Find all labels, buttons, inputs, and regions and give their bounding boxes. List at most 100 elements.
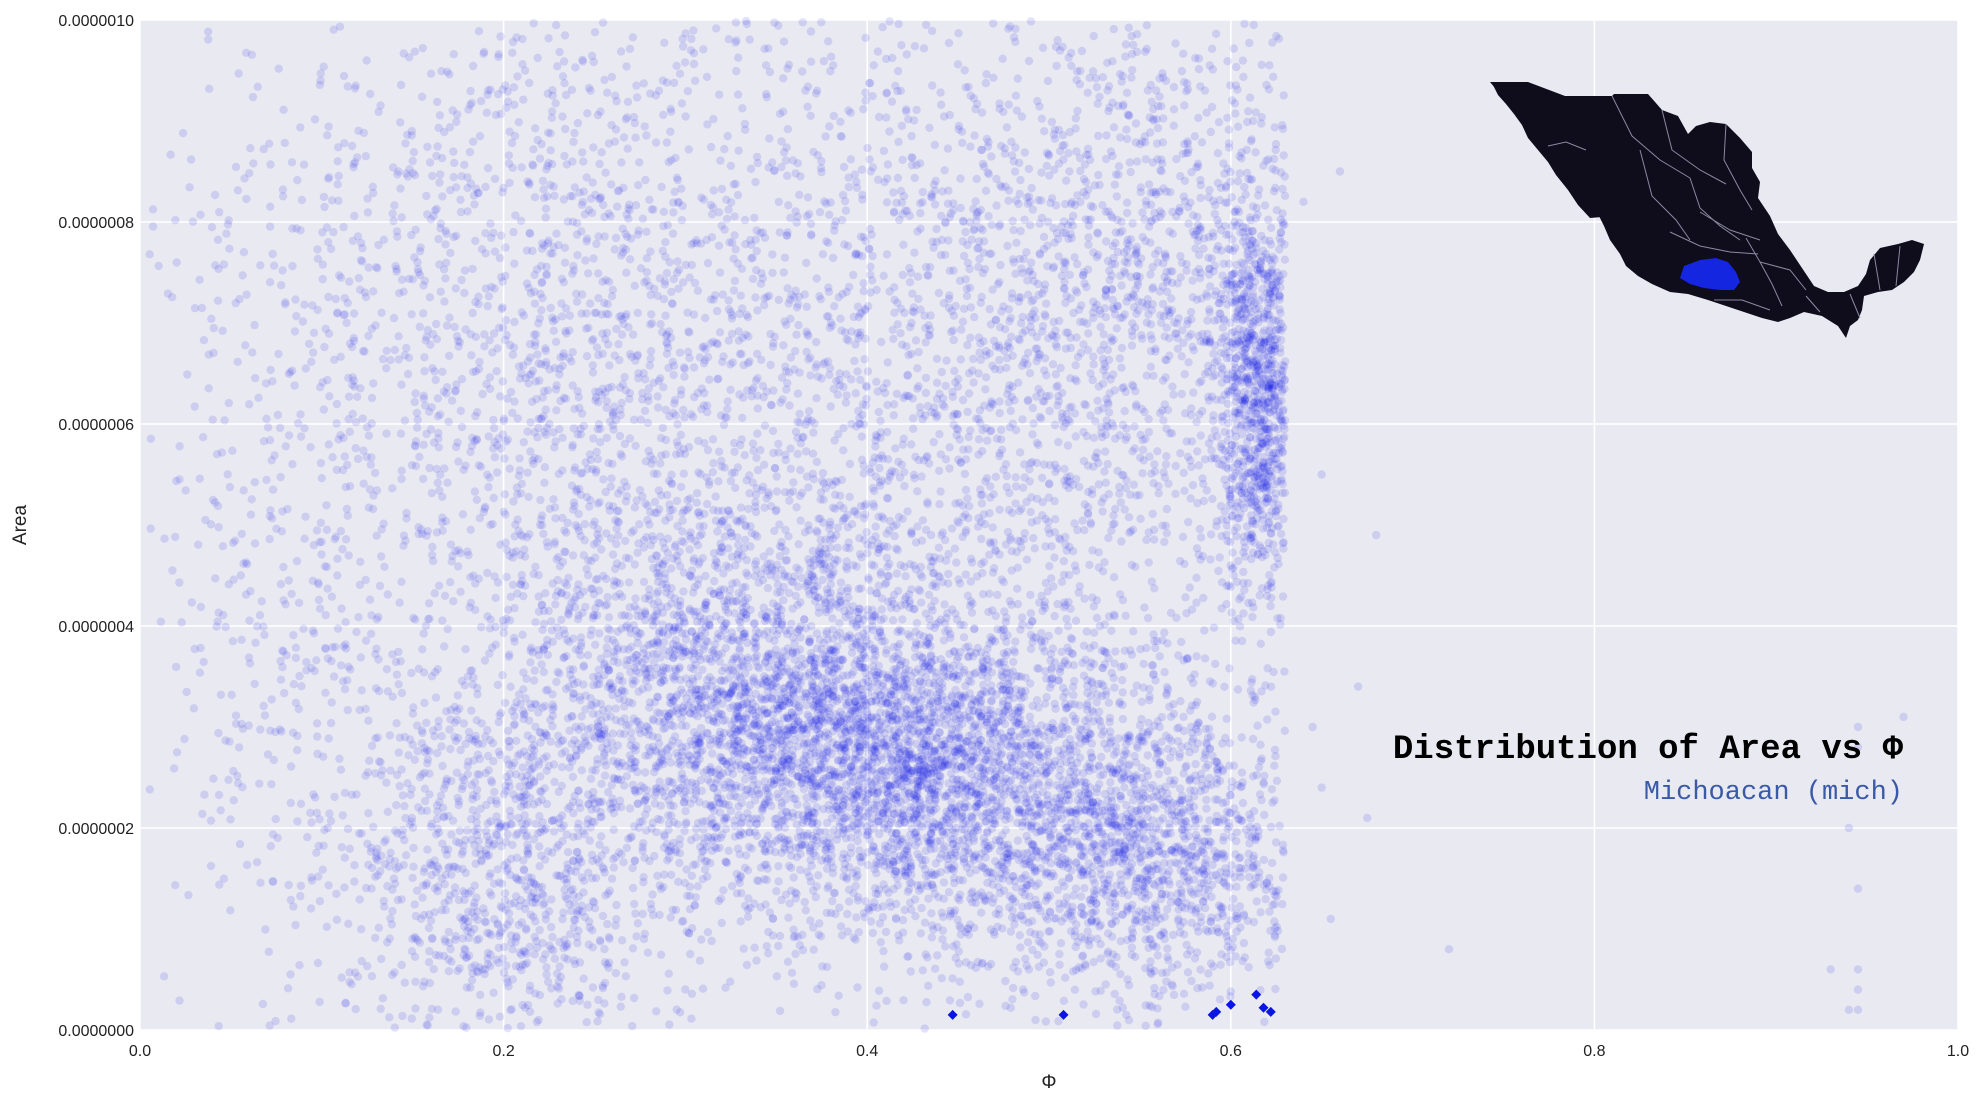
scatter-point bbox=[806, 916, 815, 925]
scatter-point bbox=[822, 748, 832, 757]
scatter-point bbox=[740, 775, 750, 784]
scatter-point bbox=[780, 787, 789, 796]
scatter-point bbox=[894, 728, 903, 737]
scatter-point bbox=[891, 780, 900, 789]
scatter-point bbox=[1028, 784, 1038, 793]
scatter-point bbox=[916, 743, 925, 752]
scatter-point bbox=[891, 774, 900, 783]
scatter-point bbox=[981, 809, 990, 819]
scatter-point bbox=[994, 910, 1004, 919]
scatter-point bbox=[1137, 697, 1147, 706]
scatter-point bbox=[999, 632, 1008, 641]
scatter-point bbox=[836, 578, 846, 587]
scatter-point bbox=[887, 690, 896, 699]
scatter-point bbox=[944, 626, 953, 635]
scatter-point bbox=[762, 677, 771, 687]
scatter-point bbox=[1203, 827, 1213, 837]
scatter-point bbox=[849, 723, 858, 732]
scatter-point bbox=[810, 808, 820, 818]
scatter-point bbox=[1079, 641, 1089, 650]
scatter-point bbox=[807, 807, 817, 816]
scatter-point bbox=[1037, 740, 1046, 750]
scatter-point bbox=[712, 718, 721, 727]
scatter-point bbox=[862, 636, 871, 645]
scatter-point bbox=[728, 633, 738, 642]
scatter-point bbox=[821, 651, 830, 661]
scatter-point bbox=[912, 619, 922, 628]
scatter-point bbox=[1118, 688, 1127, 697]
scatter-point bbox=[852, 622, 861, 631]
scatter-point bbox=[924, 662, 933, 671]
scatter-point bbox=[832, 811, 841, 820]
scatter-point bbox=[681, 807, 690, 816]
scatter-point bbox=[1061, 656, 1070, 665]
scatter-point bbox=[998, 863, 1007, 872]
scatter-point bbox=[824, 687, 834, 697]
scatter-point bbox=[953, 746, 962, 756]
scatter-point bbox=[977, 772, 986, 781]
scatter-point bbox=[987, 668, 997, 677]
scatter-point bbox=[811, 695, 821, 704]
scatter-point bbox=[1025, 749, 1034, 758]
scatter-point bbox=[901, 749, 911, 759]
scatter-point bbox=[916, 766, 925, 775]
scatter-point bbox=[960, 752, 970, 761]
scatter-point bbox=[922, 780, 932, 789]
scatter-point bbox=[863, 804, 872, 813]
scatter-point bbox=[770, 674, 779, 683]
scatter-point bbox=[831, 769, 840, 779]
scatter-point bbox=[868, 743, 877, 752]
scatter-point bbox=[785, 899, 794, 908]
scatter-point bbox=[971, 790, 981, 799]
scatter-point bbox=[862, 701, 871, 711]
scatter-point bbox=[445, 725, 454, 734]
scatter-point bbox=[795, 827, 804, 836]
scatter-point bbox=[973, 643, 982, 653]
scatter-point bbox=[1079, 1000, 1088, 1009]
scatter-point bbox=[742, 556, 751, 565]
scatter-point bbox=[1070, 931, 1079, 941]
scatter-point bbox=[919, 690, 929, 700]
scatter-point bbox=[719, 886, 728, 895]
scatter-point bbox=[419, 629, 428, 638]
scatter-point bbox=[724, 846, 733, 855]
scatter-point bbox=[870, 731, 879, 740]
scatter-point bbox=[1128, 900, 1137, 910]
scatter-point bbox=[792, 772, 802, 781]
scatter-point bbox=[867, 541, 876, 550]
scatter-point bbox=[685, 891, 695, 901]
scatter-point bbox=[1008, 667, 1017, 676]
scatter-point bbox=[409, 843, 418, 853]
scatter-point bbox=[782, 737, 791, 746]
scatter-point bbox=[839, 824, 848, 833]
scatter-point bbox=[849, 777, 858, 786]
scatter-point bbox=[913, 881, 922, 890]
scatter-point bbox=[782, 726, 791, 736]
scatter-point bbox=[730, 821, 739, 831]
scatter-point bbox=[811, 892, 820, 902]
scatter-point bbox=[970, 669, 979, 679]
scatter-point bbox=[1202, 795, 1211, 805]
scatter-point bbox=[986, 868, 995, 877]
scatter-point bbox=[927, 747, 936, 756]
scatter-point bbox=[618, 677, 627, 686]
scatter-point bbox=[894, 856, 903, 865]
scatter-point bbox=[779, 701, 788, 710]
scatter-point bbox=[807, 686, 816, 695]
scatter-point bbox=[1031, 900, 1041, 910]
scatter-point bbox=[846, 843, 856, 852]
scatter-point bbox=[865, 835, 874, 844]
scatter-point bbox=[920, 918, 930, 927]
scatter-point bbox=[986, 705, 995, 715]
scatter-point bbox=[1169, 747, 1178, 756]
scatter-point bbox=[844, 765, 854, 775]
scatter-point bbox=[996, 737, 1005, 746]
scatter-point bbox=[1089, 659, 1099, 669]
scatter-point bbox=[1044, 744, 1053, 753]
scatter-point bbox=[709, 801, 718, 810]
scatter-point bbox=[569, 797, 578, 807]
scatter-point bbox=[735, 682, 744, 691]
scatter-point bbox=[734, 802, 743, 811]
scatter-point bbox=[915, 813, 924, 822]
scatter-point bbox=[1022, 798, 1032, 807]
